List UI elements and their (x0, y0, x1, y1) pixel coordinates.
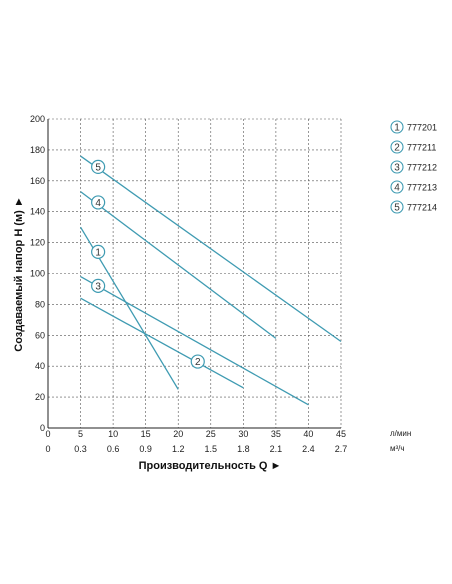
x-secondary-tick-label: 2.4 (302, 444, 315, 454)
y-tick-label: 120 (30, 238, 45, 248)
legend-entry-label: 777201 (407, 123, 437, 133)
x-tick-label: 35 (271, 429, 281, 439)
series-marker-number: 5 (95, 162, 101, 173)
legend-marker-number: 5 (394, 203, 400, 214)
axes (47, 119, 341, 429)
legend-entry-label: 777212 (407, 163, 437, 173)
series-markers: 1 2 3 4 5 (91, 159, 205, 369)
legend-marker-number: 2 (394, 143, 400, 154)
series-line-2 (80, 297, 244, 389)
x-secondary-tick-labels: 0 0.3 0.6 0.9 1.2 1.5 1.8 2.1 2.4 2.7 (45, 444, 347, 454)
y-tick-label: 160 (30, 176, 45, 186)
series-marker-number: 1 (95, 247, 101, 258)
x-tick-label: 20 (173, 429, 183, 439)
y-tick-labels: 0 20 40 60 80 100 120 140 160 180 200 (30, 114, 45, 433)
legend-marker-4 (390, 180, 404, 194)
x-secondary-tick-label: 1.2 (172, 444, 185, 454)
x-tick-label: 10 (108, 429, 118, 439)
x-unit-primary: л/мин (390, 429, 411, 438)
legend-entry-label: 777214 (407, 203, 437, 213)
series-marker-number: 2 (195, 357, 201, 368)
x-secondary-tick-label: 1.5 (205, 444, 218, 454)
y-tick-label: 60 (35, 330, 45, 340)
x-tick-label: 15 (141, 429, 151, 439)
x-tick-label: 45 (336, 429, 346, 439)
y-tick-label: 100 (30, 269, 45, 279)
y-axis-title: Создаваемый напор H (м) ► (13, 196, 25, 351)
y-tick-label: 40 (35, 361, 45, 371)
x-tick-label: 25 (206, 429, 216, 439)
y-tick-label: 200 (30, 114, 45, 124)
y-tick-label: 80 (35, 299, 45, 309)
grid-lines (48, 118, 342, 428)
x-secondary-tick-label: 0.6 (107, 444, 120, 454)
series-marker-4 (91, 195, 106, 210)
legend-entry-label: 777213 (407, 183, 437, 193)
legend-entry-label: 777211 (407, 143, 436, 153)
x-secondary-tick-label: 0 (45, 444, 50, 454)
x-tick-label: 30 (238, 429, 248, 439)
x-unit-secondary: м³/ч (390, 444, 405, 453)
x-secondary-tick-label: 0.3 (74, 444, 87, 454)
x-tick-label: 0 (45, 429, 50, 439)
series-marker-3 (91, 278, 106, 293)
y-tick-label: 140 (30, 207, 45, 217)
y-tick-label: 20 (35, 392, 45, 402)
series-line-4 (80, 191, 277, 339)
series-marker-1 (91, 244, 106, 259)
legend-marker-2 (390, 140, 404, 154)
legend-marker-number: 3 (394, 163, 400, 174)
x-tick-labels: 0 5 10 15 20 25 30 35 40 45 (45, 429, 346, 439)
series-marker-number: 3 (95, 281, 101, 292)
legend-marker-5 (390, 200, 404, 214)
x-tick-label: 40 (303, 429, 313, 439)
x-secondary-tick-label: 1.8 (237, 444, 250, 454)
series-marker-5 (91, 159, 106, 174)
x-secondary-tick-label: 2.1 (270, 444, 283, 454)
x-tick-label: 5 (78, 429, 83, 439)
legend-marker-number: 1 (394, 123, 400, 134)
legend-marker-1 (390, 120, 404, 134)
series-lines (79, 155, 342, 406)
series-marker-number: 4 (95, 198, 101, 209)
series-line-3 (80, 276, 309, 406)
x-secondary-tick-label: 0.9 (139, 444, 152, 454)
legend: 1 777201 2 777211 3 777212 4 777213 5 777214 (390, 120, 437, 214)
legend-marker-3 (390, 160, 404, 174)
series-line-5 (80, 155, 342, 343)
y-tick-label: 180 (30, 145, 45, 155)
series-marker-2 (190, 354, 205, 369)
legend-marker-number: 4 (394, 183, 400, 194)
x-axis-title: Производительность Q ► (139, 460, 282, 472)
y-tick-label: 0 (40, 423, 45, 433)
x-secondary-tick-label: 2.7 (335, 444, 348, 454)
